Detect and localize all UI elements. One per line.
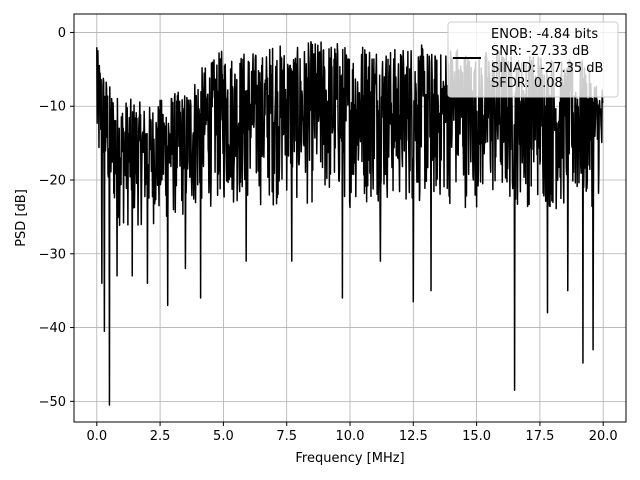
x-tick-label: 5.0	[213, 429, 234, 444]
x-ticks: 0.0 2.5 5.0 7.5 10.0 12.5 15.0 17.5 20.0	[86, 422, 618, 444]
x-tick-label: 15.0	[462, 429, 491, 444]
y-tick-label: −50	[39, 395, 66, 410]
legend-box	[447, 21, 619, 98]
x-tick-label: 12.5	[399, 429, 428, 444]
x-tick-label: 10.0	[336, 429, 365, 444]
x-tick-label: 0.0	[86, 429, 107, 444]
legend-entry-enob: ENOB: -4.84 bits	[491, 27, 598, 42]
y-tick-label: −40	[39, 321, 66, 336]
legend-entry-sfdr: SFDR: 0.08	[491, 76, 563, 91]
legend-entry-sinad: SINAD: -27.35 dB	[491, 61, 603, 76]
x-tick-label: 17.5	[525, 429, 554, 444]
legend: ENOB: -4.84 bits SNR: -27.33 dB SINAD: -…	[447, 21, 619, 98]
x-tick-label: 2.5	[150, 429, 171, 444]
y-tick-label: −20	[39, 174, 66, 189]
x-tick-label: 7.5	[276, 429, 297, 444]
legend-entry-snr: SNR: -27.33 dB	[491, 44, 589, 59]
y-axis-label: PSD [dB]	[14, 189, 29, 247]
y-tick-label: −10	[39, 100, 66, 115]
y-ticks: 0 −10 −20 −30 −40 −50	[39, 26, 74, 410]
x-tick-label: 20.0	[589, 429, 618, 444]
y-tick-label: 0	[58, 26, 66, 41]
x-axis-label: Frequency [MHz]	[295, 451, 404, 466]
y-tick-label: −30	[39, 247, 66, 262]
